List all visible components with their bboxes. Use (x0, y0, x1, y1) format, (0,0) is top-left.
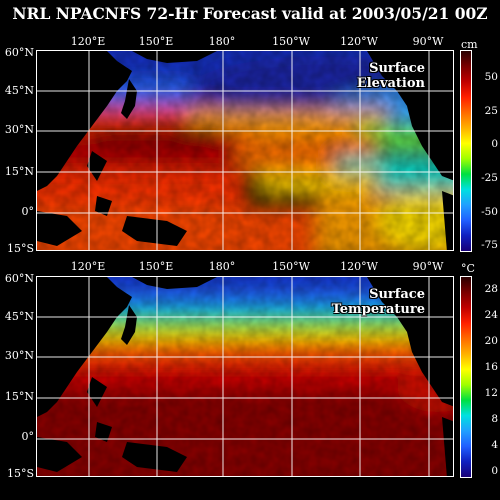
elevation-title: Surface Elevation (357, 61, 425, 91)
colorbar-tick-label: -75 (481, 239, 498, 252)
temperature-field (37, 277, 453, 476)
surface-elevation-panel: 120°E 150°E 180° 150°W 120°W 90°W 60°N 4… (4, 35, 498, 254)
colorbar-tick-label: 0 (491, 465, 498, 478)
temperature-map: Surface Temperature (36, 276, 454, 477)
temperature-unit: °C (461, 262, 475, 275)
lat-label-15n: 15°N (4, 165, 34, 178)
elevation-unit: cm (461, 38, 478, 51)
colorbar-tick-label: 16 (484, 361, 498, 374)
lat-label-15s: 15°S (6, 467, 34, 480)
lat-label-30n: 30°N (4, 123, 34, 136)
elevation-map: Surface Elevation (36, 50, 454, 251)
lon-label-90w: 90°W (412, 260, 444, 273)
lat-label-equator: 0° (21, 430, 35, 443)
colorbar-tick-label: -50 (481, 205, 498, 218)
colorbar-tick-label: 12 (484, 387, 498, 400)
lon-label-120e: 120°E (70, 260, 106, 273)
lon-label-180: 180° (208, 35, 236, 48)
lon-label-120w: 120°W (340, 260, 378, 273)
colorbar-tick-label: -25 (481, 171, 498, 184)
lon-label-150e: 150°E (138, 260, 174, 273)
elevation-title-line1: Surface (369, 61, 425, 76)
colorbar-tick-label: 28 (484, 283, 498, 296)
temperature-title-line1: Surface (369, 287, 425, 302)
temperature-title-line2: Temperature (331, 302, 425, 317)
lon-label-150w: 150°W (272, 260, 310, 273)
elevation-title-line2: Elevation (356, 76, 425, 91)
colorbar-tick-label: 8 (491, 413, 498, 426)
elevation-colorbar (460, 50, 472, 252)
colorbar-tick-label: 0 (491, 138, 498, 151)
lat-label-30n: 30°N (4, 349, 34, 362)
temperature-colorbar (460, 276, 472, 478)
temperature-title: Surface Temperature (332, 287, 425, 317)
colorbar-tick-label: 24 (484, 309, 498, 322)
lon-label-120w: 120°W (340, 35, 378, 48)
colorbar-tick-label: 25 (484, 104, 498, 117)
colorbar-tick-label: 4 (491, 439, 498, 452)
lat-label-equator: 0° (21, 205, 35, 218)
lon-label-150w: 150°W (272, 35, 310, 48)
main-title: NRL NPACNFS 72-Hr Forecast valid at 2003… (12, 4, 488, 23)
colorbar-tick-label: 20 (484, 335, 498, 348)
lat-label-15n: 15°N (4, 390, 34, 403)
colorbar-tick-label: 50 (484, 70, 498, 83)
elevation-field (37, 51, 453, 250)
lat-label-45n: 45°N (4, 310, 34, 323)
lat-label-60n: 60°N (4, 46, 34, 59)
lat-label-60n: 60°N (4, 272, 34, 285)
lat-label-15s: 15°S (6, 242, 34, 255)
lon-label-150e: 150°E (138, 35, 174, 48)
lat-label-45n: 45°N (4, 84, 34, 97)
lon-label-180: 180° (208, 260, 236, 273)
lon-label-120e: 120°E (70, 35, 106, 48)
lon-label-90w: 90°W (412, 35, 444, 48)
